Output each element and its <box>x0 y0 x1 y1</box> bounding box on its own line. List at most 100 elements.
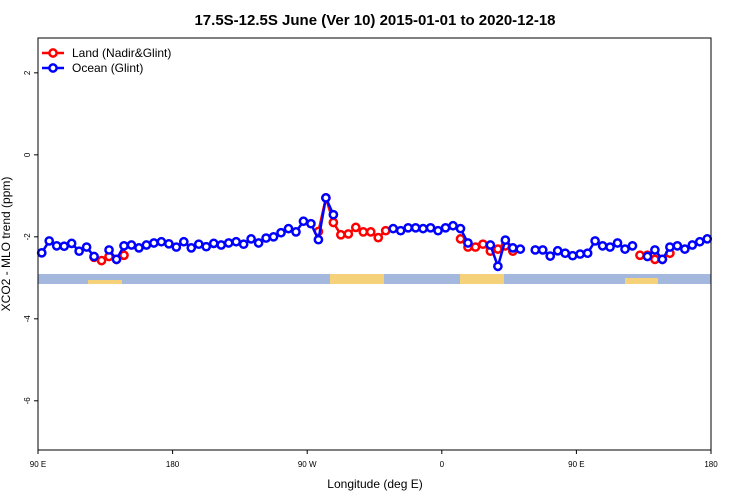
plot-frame <box>37 37 712 451</box>
land-patch <box>88 280 122 284</box>
y-tick-label: -6 <box>23 397 32 405</box>
data-point <box>313 234 324 245</box>
data-point <box>223 238 234 248</box>
data-point <box>478 239 488 250</box>
data-point <box>410 222 421 233</box>
data-point <box>694 236 705 247</box>
data-point <box>276 227 286 238</box>
data-point <box>291 227 301 237</box>
data-point <box>380 225 391 236</box>
data-point <box>186 243 197 253</box>
data-point <box>89 251 99 262</box>
data-point <box>246 234 256 244</box>
data-point <box>650 245 660 255</box>
data-point <box>530 245 541 255</box>
data-point <box>463 238 473 248</box>
data-point <box>343 229 354 239</box>
legend-marker <box>48 48 58 58</box>
data-point <box>500 235 511 245</box>
data-point <box>350 222 361 233</box>
data-point <box>171 242 182 252</box>
data-point <box>44 236 55 246</box>
data-point <box>620 244 630 254</box>
data-point <box>560 248 571 259</box>
data-point <box>650 254 660 265</box>
data-point <box>59 241 70 252</box>
data-point <box>156 236 167 247</box>
data-point <box>425 222 436 233</box>
data-point <box>403 222 413 233</box>
data-point <box>590 236 600 246</box>
x-tick-label: 90 E <box>30 460 46 469</box>
data-point <box>119 250 129 261</box>
data-point <box>51 240 62 251</box>
data-point <box>283 223 294 234</box>
data-point <box>298 216 309 227</box>
legend-marker <box>48 63 58 73</box>
data-point <box>134 243 144 253</box>
data-point <box>336 229 346 240</box>
data-point <box>388 223 399 234</box>
data-point <box>193 239 204 250</box>
data-point <box>537 245 548 255</box>
data-point <box>605 242 615 252</box>
data-point <box>440 222 451 233</box>
data-point <box>306 218 316 229</box>
data-point <box>238 239 249 250</box>
data-point <box>36 247 47 258</box>
data-point <box>253 238 264 248</box>
data-point <box>545 251 556 261</box>
data-point <box>507 243 518 253</box>
data-point <box>104 245 114 255</box>
land-patch <box>330 274 384 284</box>
data-point <box>141 240 152 250</box>
data-point <box>485 240 496 250</box>
legend-label: Land (Nadir&Glint) <box>72 46 171 60</box>
y-tick-label: 0 <box>23 152 32 157</box>
y-axis-label: XCO2 - MLO trend (ppm) <box>0 177 13 312</box>
data-point <box>582 248 593 259</box>
data-point <box>470 242 481 252</box>
data-point <box>328 217 339 228</box>
y-tick-label: -4 <box>23 315 32 323</box>
data-point <box>126 240 137 250</box>
data-point <box>672 240 683 251</box>
data-point <box>119 240 129 251</box>
land-patch <box>460 274 504 284</box>
data-point <box>567 250 578 261</box>
data-point <box>575 249 585 259</box>
x-tick-label: 180 <box>704 460 718 469</box>
data-point <box>81 242 92 252</box>
data-point <box>612 238 623 248</box>
y-tick-label: -2 <box>23 233 32 241</box>
data-point <box>164 238 174 249</box>
data-point <box>74 246 84 257</box>
data-point <box>515 244 526 254</box>
data-point <box>268 231 279 242</box>
data-point <box>433 225 443 236</box>
data-point <box>493 244 503 254</box>
land-patch <box>625 278 658 284</box>
data-point <box>358 227 369 237</box>
data-point <box>66 238 77 249</box>
data-point <box>149 238 159 248</box>
data-point <box>365 227 376 237</box>
data-point <box>321 193 331 203</box>
data-point <box>96 255 107 266</box>
data-point <box>373 232 384 243</box>
data-point <box>418 223 428 234</box>
x-tick-label: 90 W <box>298 460 317 469</box>
data-point <box>448 220 458 231</box>
data-point <box>455 223 466 234</box>
land-sea-mask <box>38 274 711 284</box>
chart-title: 17.5S-12.5S June (Ver 10) 2015-01-01 to … <box>194 12 555 29</box>
x-axis-label: Longitude (deg E) <box>327 477 422 491</box>
data-point <box>455 234 466 244</box>
data-point <box>642 251 653 262</box>
data-point <box>328 209 339 220</box>
x-tick-label: 90 E <box>568 460 584 469</box>
data-point <box>665 242 675 252</box>
data-point <box>201 241 212 252</box>
